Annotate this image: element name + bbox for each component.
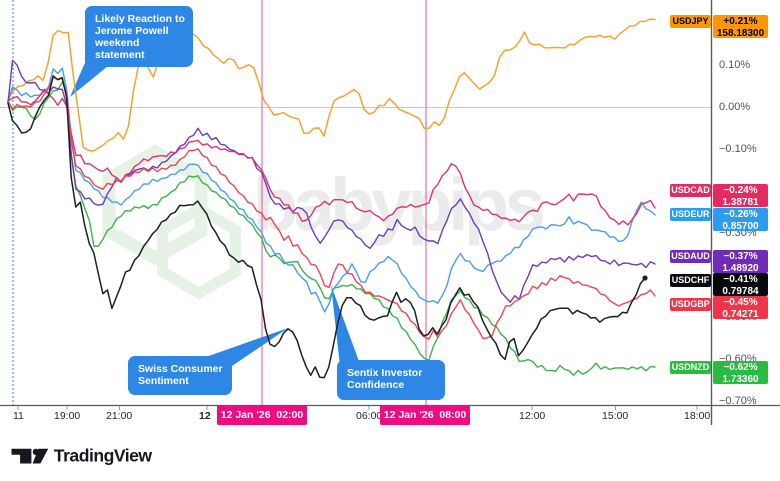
svg-text:babypips: babypips [253, 163, 543, 246]
svg-text:TradingView: TradingView [54, 446, 153, 466]
